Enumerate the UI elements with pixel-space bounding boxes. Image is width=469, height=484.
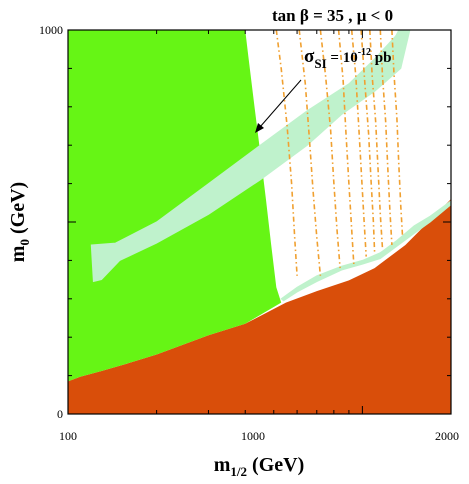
contour-7 [369, 29, 384, 249]
y-tick-label-1000: 1000 [39, 23, 63, 37]
plot-area [68, 29, 452, 414]
contour-8 [379, 29, 393, 246]
excluded_region [68, 199, 451, 414]
annotation-arrow [259, 79, 302, 128]
contour-5 [350, 29, 367, 257]
green_region [68, 30, 282, 382]
x-tick-label-1000: 1000 [241, 429, 265, 443]
contour-2 [298, 29, 322, 276]
x-tick-label-100: 100 [59, 429, 77, 443]
annotation-arrowhead [255, 123, 264, 133]
upper_band [90, 29, 411, 283]
cross-section-label: σSI = 10-12 pb [304, 46, 391, 71]
axis-ticks [67, 29, 452, 415]
contour-1 [275, 29, 298, 276]
chart-title: tan β = 35 , μ < 0 [272, 6, 393, 25]
x-tick-label-2000: 2000 [435, 429, 459, 443]
contour-4 [337, 29, 355, 265]
y-tick-label-0: 0 [57, 407, 63, 421]
contour-3 [319, 29, 341, 269]
x-axis-title: m1/2 (GeV) [214, 454, 305, 479]
y-axis-title: m0 (GeV) [7, 182, 32, 262]
contour-6 [360, 29, 376, 253]
